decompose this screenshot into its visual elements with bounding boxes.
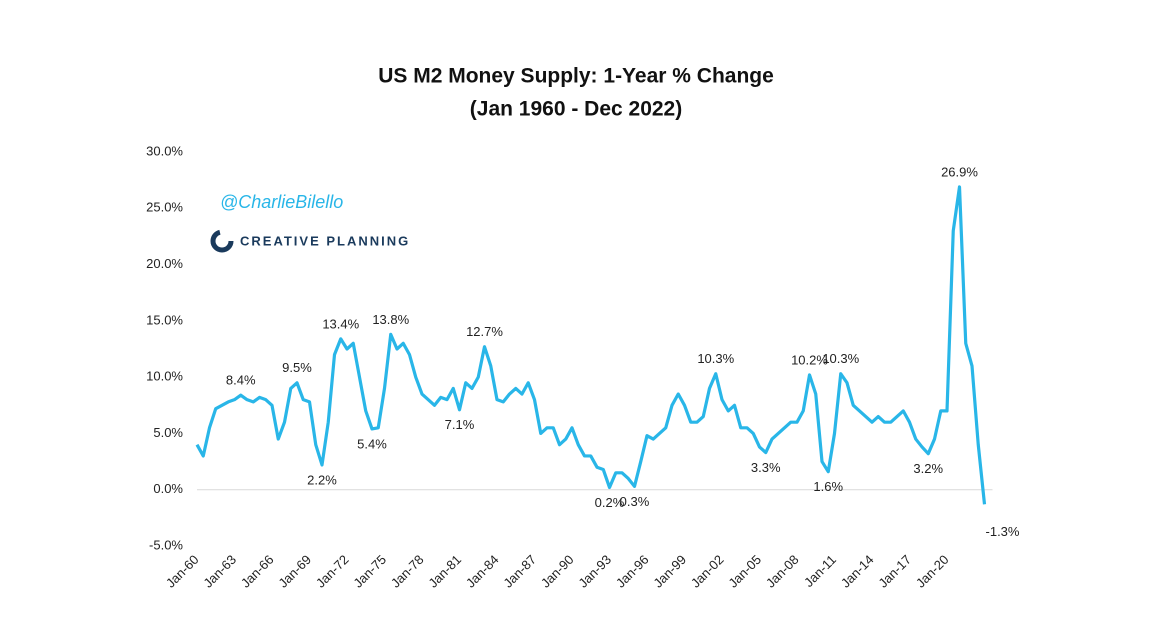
data-label: 3.2% xyxy=(913,461,943,476)
x-tick-label: Jan-63 xyxy=(200,552,239,591)
data-label: 13.4% xyxy=(322,316,359,331)
data-label: 1.6% xyxy=(813,479,843,494)
x-tick-label: Jan-02 xyxy=(688,552,727,591)
y-tick-label: 30.0% xyxy=(146,143,183,158)
x-tick-label: Jan-96 xyxy=(613,552,652,591)
x-tick-label: Jan-75 xyxy=(350,552,389,591)
x-tick-label: Jan-69 xyxy=(275,552,314,591)
data-label: 0.2% xyxy=(595,495,625,510)
x-tick-label: Jan-14 xyxy=(838,552,877,591)
data-label: 10.3% xyxy=(822,351,859,366)
x-tick-label: Jan-72 xyxy=(313,552,352,591)
x-tick-label: Jan-78 xyxy=(388,552,427,591)
y-tick-label: 10.0% xyxy=(146,369,183,384)
data-label: 3.3% xyxy=(751,460,781,475)
y-tick-label: 25.0% xyxy=(146,200,183,215)
data-label: 9.5% xyxy=(282,360,312,375)
x-tick-label: Jan-84 xyxy=(463,552,502,591)
x-tick-label: Jan-81 xyxy=(425,552,464,591)
x-tick-label: Jan-05 xyxy=(725,552,764,591)
y-tick-label: -5.0% xyxy=(149,537,183,552)
line-series xyxy=(195,185,987,505)
x-tick-label: Jan-87 xyxy=(500,552,539,591)
data-label: 0.3% xyxy=(620,494,650,509)
x-tick-label: Jan-08 xyxy=(763,552,802,591)
x-tick-label: Jan-60 xyxy=(163,552,202,591)
data-label: 2.2% xyxy=(307,472,337,487)
chart-title: US M2 Money Supply: 1-Year % Change xyxy=(378,65,774,88)
x-tick-label: Jan-17 xyxy=(875,552,914,591)
data-label: 10.2% xyxy=(791,352,828,367)
data-label: -1.3% xyxy=(986,524,1020,539)
x-tick-label: Jan-99 xyxy=(650,552,689,591)
y-tick-label: 20.0% xyxy=(146,256,183,271)
data-label: 8.4% xyxy=(226,373,256,388)
x-tick-label: Jan-11 xyxy=(801,552,839,590)
x-tick-label: Jan-90 xyxy=(538,552,577,591)
x-tick-label: Jan-66 xyxy=(238,552,277,591)
logo-text: CREATIVE PLANNING xyxy=(240,233,410,248)
x-tick-label: Jan-20 xyxy=(913,552,952,591)
y-tick-label: 15.0% xyxy=(146,312,183,327)
data-label: 13.8% xyxy=(372,312,409,327)
data-label: 7.1% xyxy=(445,417,475,432)
data-label: 12.7% xyxy=(466,324,503,339)
y-tick-label: 0.0% xyxy=(153,481,183,496)
logo: CREATIVE PLANNING xyxy=(210,229,410,253)
data-label: 10.3% xyxy=(697,351,734,366)
y-tick-label: 5.0% xyxy=(153,425,183,440)
logo-icon xyxy=(210,229,234,253)
watermark: @CharlieBilello xyxy=(220,192,343,212)
chart-subtitle: (Jan 1960 - Dec 2022) xyxy=(470,98,682,121)
data-label: 26.9% xyxy=(941,164,978,179)
data-label: 5.4% xyxy=(357,436,387,451)
x-tick-label: Jan-93 xyxy=(575,552,614,591)
